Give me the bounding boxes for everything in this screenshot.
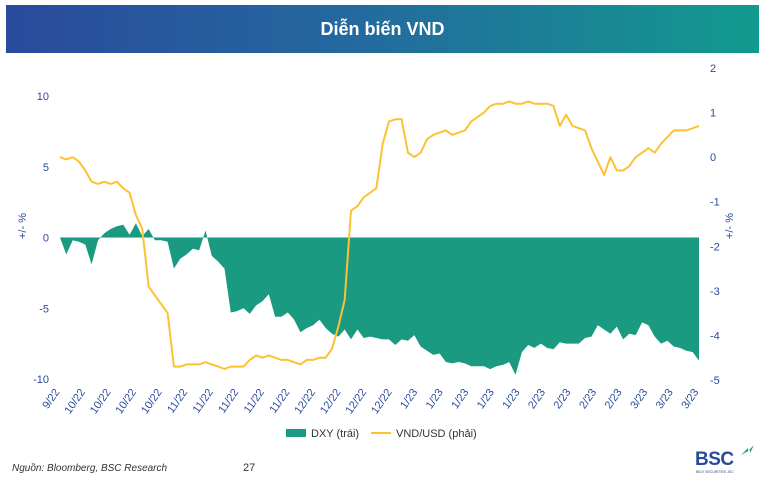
logo-text: BSC	[695, 449, 734, 470]
x-axis-tick-label: 11/22	[216, 387, 241, 416]
x-axis-tick-label: 12/22	[292, 387, 318, 416]
x-axis-tick-label: 12/22	[344, 387, 370, 416]
x-axis-tick-label: 10/22	[62, 387, 88, 416]
x-axis-tick-label: 3/23	[628, 387, 650, 411]
right-axis-title: +/- %	[724, 213, 736, 239]
x-axis-tick-label: 12/22	[369, 387, 395, 416]
legend-label-vnd: VND/USD (phải)	[396, 428, 477, 440]
right-axis-tick-label: 1	[710, 108, 716, 120]
right-axis-tick-label: -1	[710, 197, 720, 209]
title-bar: Diễn biến VND	[6, 5, 759, 53]
left-axis-tick-label: -10	[33, 374, 49, 386]
x-axis-tick-label: 11/22	[242, 387, 267, 416]
right-axis-tick-label: -3	[710, 286, 720, 298]
x-axis-tick-label: 3/23	[679, 387, 701, 411]
left-axis-tick-label: -5	[39, 303, 49, 315]
x-axis-tick-label: 1/23	[449, 387, 471, 411]
x-axis-tick-label: 2/23	[577, 387, 599, 411]
left-axis-tick-label: 0	[43, 233, 49, 245]
left-axis-tick-label: 5	[43, 162, 49, 174]
x-axis-tick-label: 2/23	[526, 387, 548, 411]
x-axis-tick-label: 9/22	[40, 387, 62, 411]
chart-plot	[59, 100, 700, 375]
right-axis-tick-label: -2	[710, 241, 720, 253]
source-note: Nguồn: Bloomberg, BSC Research	[12, 463, 168, 474]
x-axis-tick-label: 10/22	[114, 387, 140, 416]
x-axis-tick-label: 1/23	[500, 387, 522, 411]
x-axis-tick-label: 10/22	[88, 387, 114, 416]
legend-swatch-dxy	[286, 429, 306, 437]
x-axis-tick-label: 3/23	[654, 387, 676, 411]
left-axis-title: +/- %	[17, 213, 29, 239]
logo-subtext: BIDV SECURITIES JSC	[696, 470, 734, 474]
page-number: 27	[243, 462, 256, 474]
x-axis-tick-label: 11/22	[267, 387, 292, 416]
right-axis-tick-label: 0	[710, 152, 716, 164]
left-axis-tick-label: 10	[37, 91, 49, 103]
logo-mark-icon	[741, 445, 754, 455]
x-axis-tick-label: 2/23	[552, 387, 574, 411]
x-axis-tick-label: 11/22	[191, 387, 216, 416]
right-axis-tick-label: 2	[710, 63, 716, 75]
legend-label-dxy: DXY (trái)	[311, 428, 359, 440]
page-title: Diễn biến VND	[320, 19, 445, 39]
company-logo: BSC BIDV SECURITIES JSC	[695, 444, 757, 478]
x-axis-tick-label: 1/23	[475, 387, 497, 411]
chart-legend: DXY (trái) VND/USD (phải)	[286, 428, 477, 440]
x-axis-tick-label: 12/22	[318, 387, 344, 416]
x-axis-tick-label: 11/22	[165, 387, 190, 416]
x-axis-tick-label: 1/23	[398, 387, 420, 411]
x-axis-tick-label: 10/22	[139, 387, 165, 416]
right-axis-tick-label: -5	[710, 375, 720, 387]
x-axis-tick-label: 2/23	[603, 387, 625, 411]
vnd-usd-line	[59, 100, 700, 370]
right-axis-tick-label: -4	[710, 330, 720, 342]
x-axis-tick-label: 1/23	[424, 387, 446, 411]
dxy-area	[60, 223, 699, 375]
